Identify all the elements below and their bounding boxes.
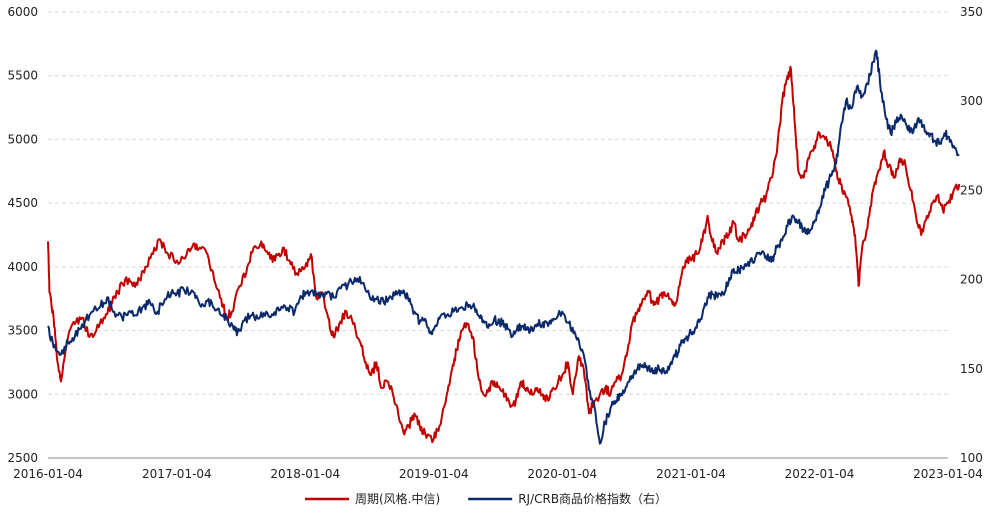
- left-y-axis: 2500 3000 3500 4000 4500 5000 5500 6000: [7, 5, 38, 465]
- series-line-2: [47, 49, 960, 445]
- x-tick-label: 2022-01-04: [785, 467, 855, 481]
- left-y-tick-label: 5500: [7, 69, 38, 83]
- right-y-tick-label: 300: [960, 94, 983, 108]
- right-y-tick-label: 150: [960, 362, 983, 376]
- legend-label: 周期(风格.中信): [355, 491, 440, 506]
- left-y-tick-label: 3500: [7, 324, 38, 338]
- left-y-tick-label: 6000: [7, 5, 38, 19]
- legend: 周期(风格.中信) RJ/CRB商品价格指数（右）: [305, 491, 667, 506]
- gridlines: [48, 11, 948, 395]
- right-y-tick-label: 100: [960, 451, 983, 465]
- left-y-tick-label: 2500: [7, 451, 38, 465]
- right-y-axis: 100 150 200 250 300 350: [960, 5, 983, 465]
- series-layer: [47, 49, 961, 445]
- x-tick-label: 2021-01-04: [656, 467, 726, 481]
- x-axis: 2016-01-04 2017-01-04 2018-01-04 2019-01-04…: [13, 467, 983, 481]
- legend-label: RJ/CRB商品价格指数（右）: [518, 491, 667, 506]
- left-y-tick-label: 5000: [7, 132, 38, 146]
- right-y-tick-label: 200: [960, 273, 983, 287]
- right-y-tick-label: 350: [960, 5, 983, 19]
- x-tick-label: 2020-01-04: [527, 467, 597, 481]
- right-y-tick-label: 250: [960, 183, 983, 197]
- x-tick-label: 2016-01-04: [13, 467, 83, 481]
- x-tick-label: 2019-01-04: [399, 467, 469, 481]
- left-y-tick-label: 4000: [7, 260, 38, 274]
- series-line-1: [47, 65, 961, 444]
- x-tick-label: 2017-01-04: [142, 467, 212, 481]
- left-y-tick-label: 4500: [7, 196, 38, 210]
- x-tick-label: 2023-01-04: [913, 467, 983, 481]
- left-y-tick-label: 3000: [7, 387, 38, 401]
- x-tick-label: 2018-01-04: [270, 467, 340, 481]
